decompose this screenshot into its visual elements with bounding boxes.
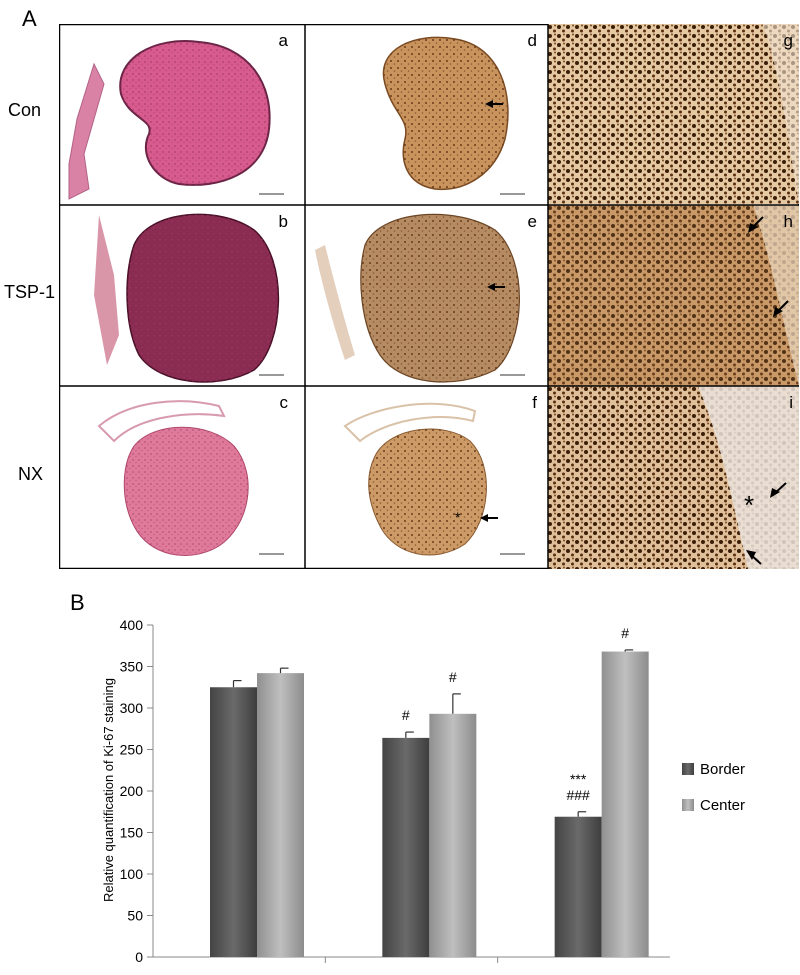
image-h-ki67-tsp1-zoom: h (548, 205, 799, 386)
significance-marker: ### (566, 787, 590, 803)
x-category-label: Control (217, 969, 262, 970)
bar-center (257, 673, 304, 957)
image-letter-d: d (528, 31, 537, 50)
row-label-con: Con (8, 100, 42, 120)
x-category-label: TSP (398, 969, 425, 970)
bar-border (210, 687, 257, 957)
bar-center (429, 713, 477, 957)
y-tick-label: 150 (120, 825, 144, 841)
asterisk-marker: * (455, 509, 461, 525)
y-tick-label: 400 (120, 617, 144, 633)
significance-marker: *** (570, 771, 587, 787)
y-tick-label: 200 (120, 783, 144, 799)
row-label-tsp1: TSP-1 (4, 282, 56, 302)
panel-b-letter: B (70, 590, 85, 615)
image-letter-g: g (784, 31, 793, 50)
ki67-bar-chart: Relative quantification of Ki-67 stainin… (101, 617, 745, 970)
bar-border (382, 737, 430, 957)
legend-label-center: Center (700, 797, 745, 814)
row-label-nx: NX (18, 464, 44, 484)
x-category-label: NX (574, 969, 594, 970)
image-letter-c: c (280, 393, 289, 412)
bar-center (601, 651, 649, 957)
image-letter-e: e (528, 212, 537, 231)
image-letter-a: a (279, 31, 289, 50)
micrograph-grid: a d g b e h (59, 24, 799, 569)
image-letter-f: f (532, 393, 537, 412)
image-g-ki67-control-zoom: g (548, 24, 799, 204)
image-c-he-nx: c (97, 393, 289, 557)
legend-swatch-center (682, 799, 694, 811)
image-f-ki67-nx: * f (343, 393, 537, 556)
y-tick-label: 0 (135, 949, 143, 965)
asterisk-marker-large: * (744, 490, 754, 520)
image-i-ki67-nx-zoom: * i (548, 386, 799, 569)
legend-swatch-border (682, 763, 694, 775)
image-e-ki67-tsp1: e (315, 212, 537, 383)
chart-labels: ControlTSPNX#####***# (217, 625, 630, 970)
chart-bars (210, 649, 649, 957)
chart-legend: Border Center (682, 761, 745, 814)
legend-label-border: Border (700, 761, 745, 778)
image-d-ki67-control: d (382, 31, 537, 195)
image-a-he-control: a (68, 31, 289, 200)
panel-a-letter: A (22, 6, 37, 31)
y-tick-label: 50 (127, 908, 143, 924)
significance-marker: # (402, 707, 410, 723)
significance-marker: # (621, 625, 629, 641)
y-tick-label: 100 (120, 866, 144, 882)
image-b-he-tsp1: b (94, 212, 288, 383)
image-letter-i: i (789, 393, 793, 412)
y-tick-label: 250 (120, 742, 144, 758)
y-tick-label: 300 (120, 700, 144, 716)
bar-border (554, 816, 602, 957)
image-letter-b: b (279, 212, 288, 231)
y-tick-label: 350 (120, 659, 144, 675)
image-letter-h: h (784, 212, 793, 231)
significance-marker: # (449, 669, 457, 685)
y-axis-label: Relative quantification of Ki-67 stainin… (101, 678, 116, 902)
